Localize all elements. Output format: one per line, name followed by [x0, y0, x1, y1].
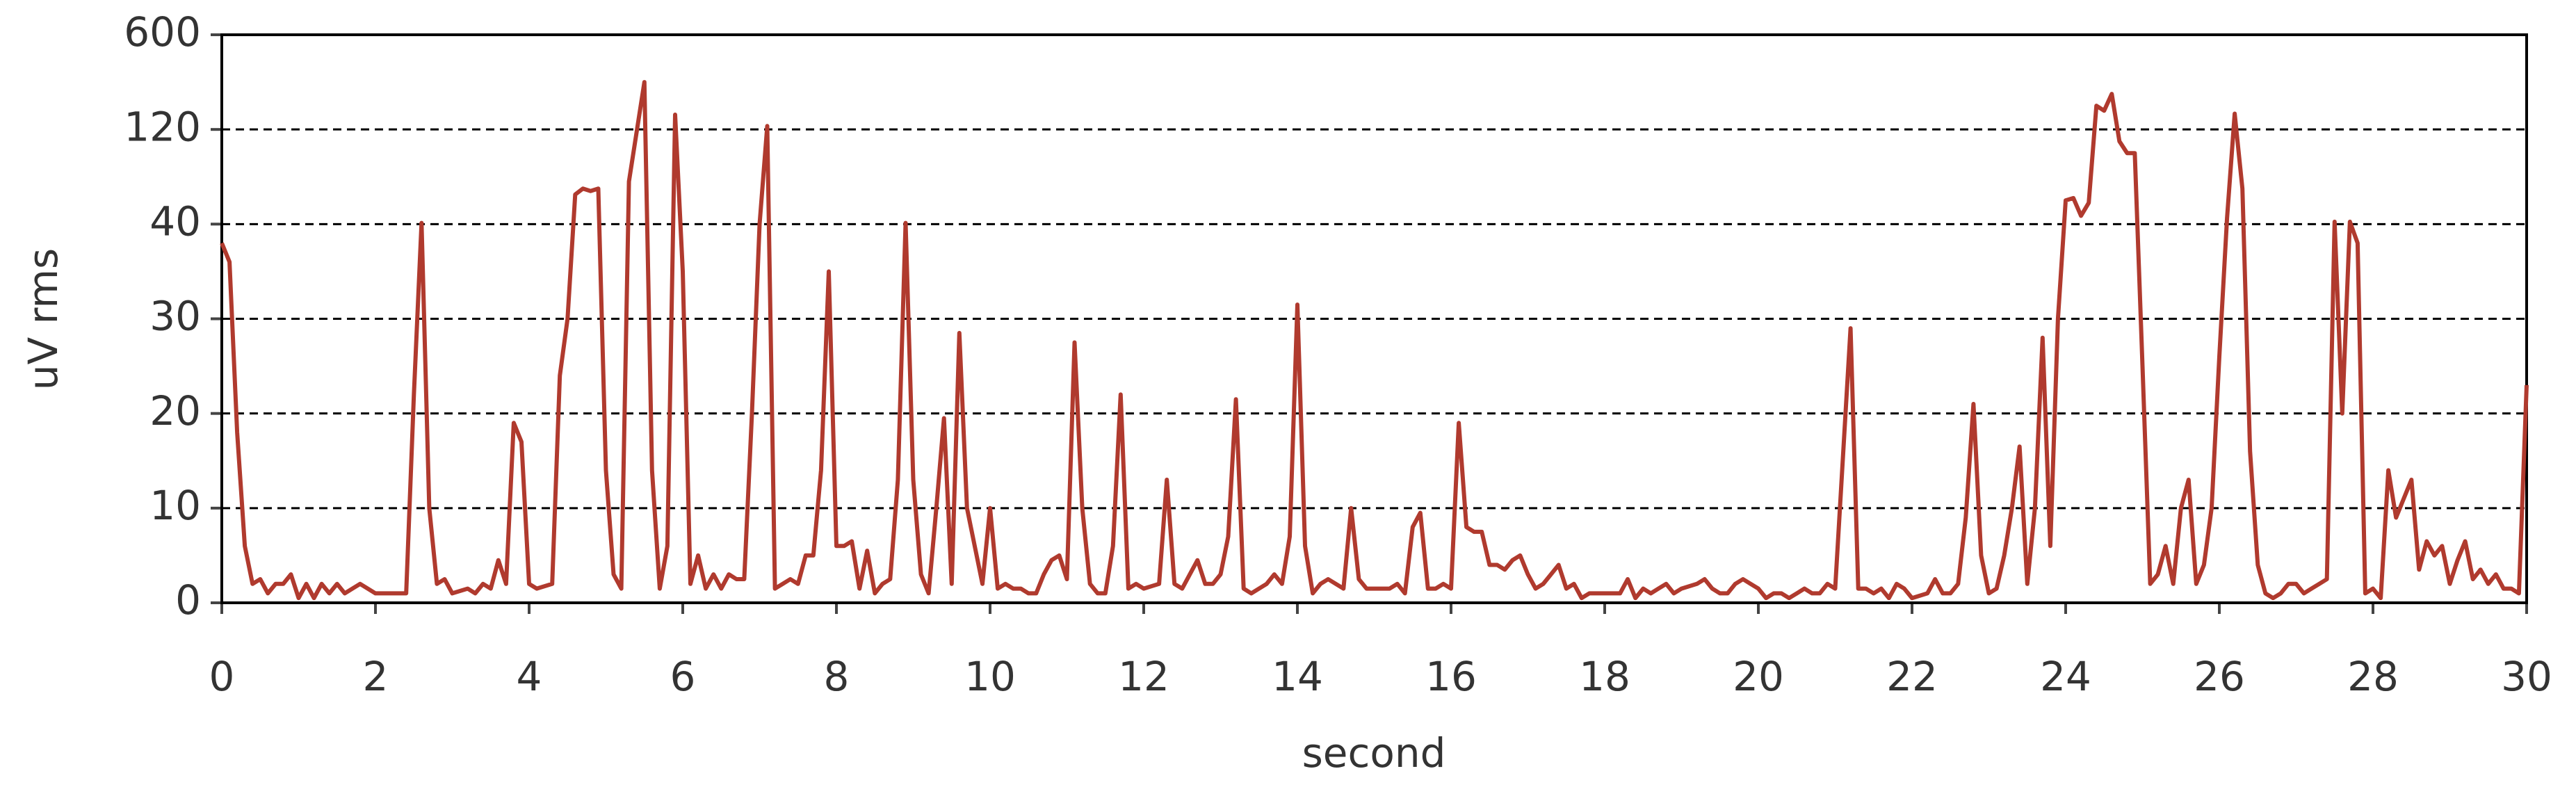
y-tick-label: 10	[149, 482, 201, 529]
x-tick-label: 26	[2194, 653, 2245, 700]
x-tick-label: 20	[1733, 653, 1784, 700]
x-tick-label: 8	[824, 653, 850, 700]
x-tick-label: 6	[670, 653, 696, 700]
y-axis-label: uV rms	[19, 248, 67, 390]
plot-frame	[220, 33, 2528, 604]
data-line	[220, 80, 2529, 601]
x-tick-label: 28	[2347, 653, 2399, 700]
x-tick-label: 2	[363, 653, 389, 700]
x-tick-label: 30	[2501, 653, 2552, 700]
x-tick-label: 18	[1579, 653, 1630, 700]
x-tick-label: 4	[517, 653, 542, 700]
x-tick-label: 14	[1272, 653, 1323, 700]
y-tick-label: 120	[124, 103, 201, 150]
x-tick-label: 0	[209, 653, 235, 700]
x-tick-label: 24	[2040, 653, 2091, 700]
y-tick-label: 0	[175, 576, 201, 624]
y-tick-label: 30	[149, 293, 201, 340]
x-axis-label: second	[1302, 729, 1446, 777]
y-tick-label: 40	[149, 197, 201, 245]
y-tick-label: 20	[149, 387, 201, 435]
x-tick-label: 10	[964, 653, 1016, 700]
x-tick-label: 12	[1118, 653, 1169, 700]
x-tick-label: 16	[1425, 653, 1477, 700]
x-tick-label: 22	[1886, 653, 1938, 700]
y-tick-label: 600	[124, 8, 201, 56]
